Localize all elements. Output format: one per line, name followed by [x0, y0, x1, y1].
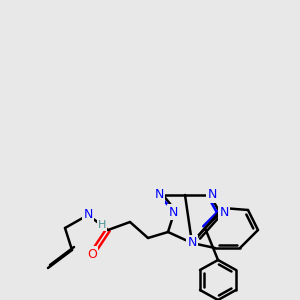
Text: H: H: [98, 220, 106, 230]
Text: N: N: [187, 236, 197, 250]
Text: N: N: [154, 188, 164, 202]
Text: O: O: [87, 248, 97, 260]
Text: N: N: [83, 208, 93, 221]
Text: N: N: [168, 206, 178, 218]
Text: N: N: [207, 188, 217, 202]
Text: N: N: [219, 206, 229, 220]
